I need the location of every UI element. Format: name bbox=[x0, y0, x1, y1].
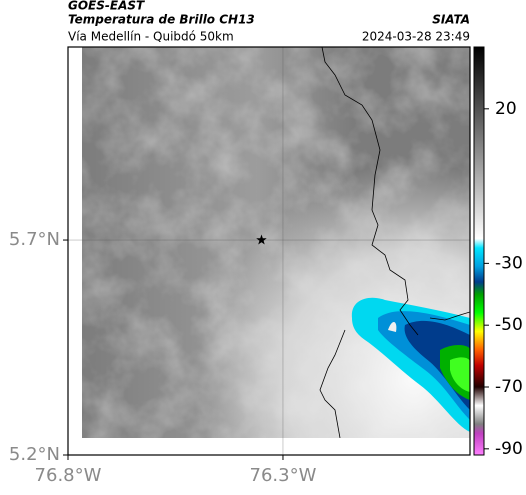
cloud-hole bbox=[388, 321, 397, 332]
timestamp: 2024-03-28 23:49 bbox=[362, 30, 470, 44]
product-title: Temperatura de Brillo CH13 bbox=[68, 13, 255, 27]
colorbar bbox=[473, 46, 485, 456]
x-tick-label: 76.8°W bbox=[35, 465, 102, 486]
subtitle: Vía Medellín - Quibdó 50km bbox=[68, 30, 234, 44]
location-marker bbox=[256, 234, 267, 245]
border-line bbox=[321, 47, 419, 336]
colorbar-tick-label: 20 bbox=[495, 99, 517, 119]
x-tick-label: 76.3°W bbox=[250, 465, 317, 486]
colorbar-tick-label: -70 bbox=[495, 377, 523, 397]
colorbar-tick-label: -30 bbox=[495, 253, 523, 273]
border-line bbox=[429, 311, 470, 321]
y-tick-label: 5.7°N bbox=[9, 229, 60, 250]
cloud-core bbox=[450, 357, 470, 392]
colorbar-tick-label: -90 bbox=[495, 439, 523, 459]
border-line bbox=[319, 329, 346, 438]
satellite-name: GOES-EAST bbox=[68, 0, 145, 13]
source: SIATA bbox=[432, 13, 470, 27]
image-warm-area bbox=[82, 47, 470, 438]
map-frame bbox=[67, 46, 471, 456]
y-tick-label: 5.2°N bbox=[9, 444, 60, 465]
satellite-image bbox=[82, 47, 470, 438]
colorbar-tick-label: -50 bbox=[495, 315, 523, 335]
